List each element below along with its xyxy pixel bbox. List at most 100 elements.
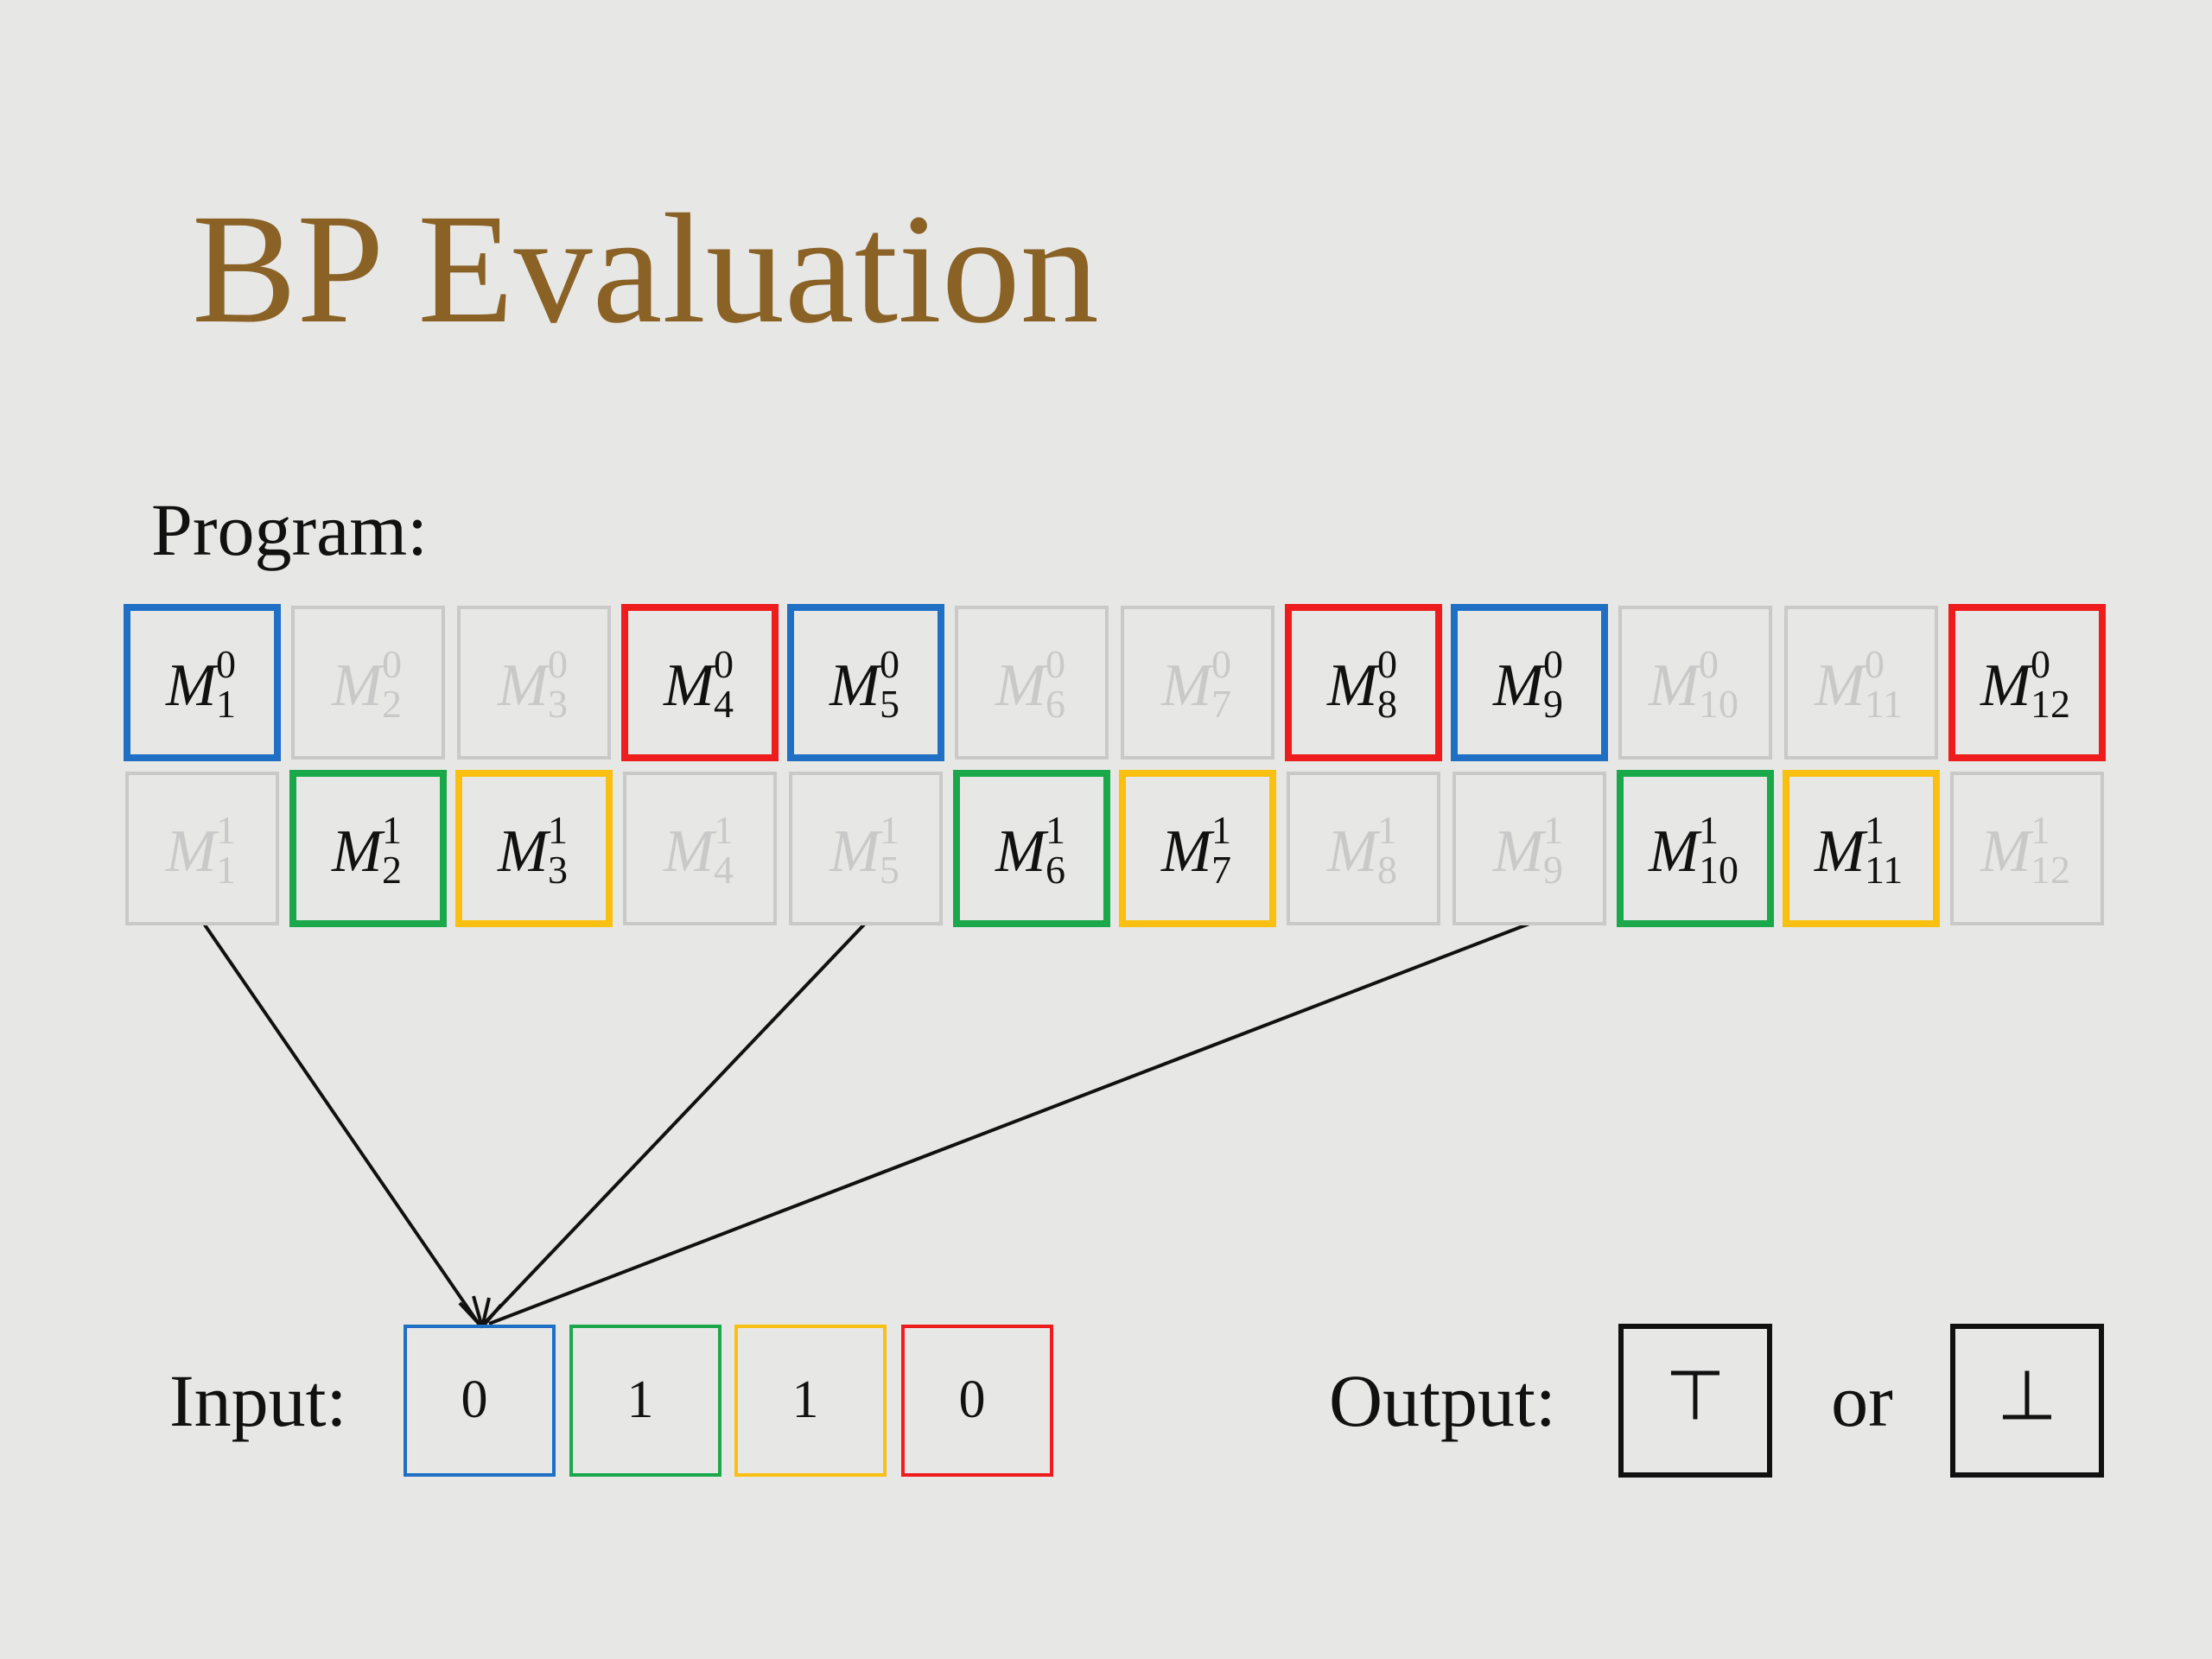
matrix-subscript: 3: [548, 682, 568, 726]
matrix-superscript: 1: [1699, 808, 1719, 852]
matrix-symbol: M: [1326, 818, 1381, 885]
matrix-subscript: 2: [382, 848, 402, 892]
matrix-superscript: 1: [216, 808, 236, 852]
input-bit: 0: [959, 1370, 986, 1429]
matrix-subscript: 1: [216, 682, 236, 726]
matrix-subscript: 4: [714, 848, 734, 892]
matrix-cell: [1451, 604, 1608, 761]
matrix-cell: [1618, 606, 1772, 760]
true-symbol: ⊤: [1665, 1358, 1726, 1434]
matrix-cell: [1452, 772, 1606, 925]
matrix-subscript: 1: [216, 848, 236, 892]
matrix-cell: [789, 772, 943, 925]
matrix-symbol: M: [829, 818, 883, 885]
matrix-subscript: 7: [1211, 848, 1231, 892]
matrix-cell: [1121, 606, 1274, 760]
matrix-subscript: 12: [2031, 848, 2070, 892]
matrix-subscript: 9: [1543, 848, 1563, 892]
arrow: [488, 922, 1530, 1325]
matrix-superscript: 0: [1211, 642, 1231, 686]
matrix-subscript: 4: [714, 682, 734, 726]
input-bit: 0: [461, 1370, 488, 1429]
matrix-subscript: 11: [1865, 682, 1903, 726]
matrix-cell: [1950, 772, 2104, 925]
matrix-symbol: M: [1648, 652, 1702, 719]
matrix-superscript: 1: [880, 808, 899, 852]
matrix-superscript: 1: [1543, 808, 1563, 852]
matrix-cell: [124, 604, 281, 761]
matrix-symbol: M: [995, 818, 1049, 885]
slide-title: BP Evaluation: [192, 182, 1099, 356]
matrix-symbol: M: [1160, 652, 1215, 719]
matrix-symbol: M: [497, 652, 551, 719]
matrix-symbol: M: [331, 818, 385, 885]
matrix-cell: [125, 772, 279, 925]
matrix-cell: [291, 606, 445, 760]
matrix-superscript: 0: [382, 642, 402, 686]
separator: or: [1831, 1359, 1893, 1442]
matrix-superscript: 0: [714, 642, 734, 686]
matrix-superscript: 1: [1046, 808, 1065, 852]
matrix-cell: [1948, 604, 2106, 761]
matrix-cell: [1783, 770, 1940, 927]
matrix-symbol: M: [829, 652, 883, 719]
matrix-cell: [1784, 606, 1938, 760]
matrix-cell: [455, 770, 613, 927]
matrix-subscript: 10: [1699, 848, 1738, 892]
arrow: [482, 922, 867, 1325]
matrix-symbol: M: [1492, 818, 1547, 885]
matrix-superscript: 0: [1046, 642, 1065, 686]
matrix-symbol: M: [1160, 818, 1215, 885]
input-label: Input:: [169, 1359, 346, 1442]
matrix-superscript: 0: [548, 642, 568, 686]
matrix-superscript: 1: [1377, 808, 1397, 852]
matrix-cell: [1119, 770, 1276, 927]
matrix-cell: [623, 772, 777, 925]
output-box: [1618, 1324, 1772, 1478]
matrix-cell: [787, 604, 944, 761]
matrix-subscript: 12: [2031, 682, 2070, 726]
matrix-symbol: M: [1648, 818, 1702, 885]
matrix-subscript: 2: [382, 682, 402, 726]
matrix-subscript: 8: [1377, 848, 1397, 892]
matrix-cell: [953, 770, 1110, 927]
output-label: Output:: [1329, 1359, 1556, 1442]
matrix-superscript: 1: [1865, 808, 1885, 852]
matrix-symbol: M: [1492, 652, 1547, 719]
matrix-symbol: M: [1326, 652, 1381, 719]
matrix-superscript: 0: [2031, 642, 2050, 686]
input-box: [901, 1325, 1053, 1477]
matrix-superscript: 0: [1699, 642, 1719, 686]
matrix-subscript: 9: [1543, 682, 1563, 726]
false-symbol: ⊥: [1997, 1358, 2057, 1434]
matrix-superscript: 1: [382, 808, 402, 852]
input-box: [404, 1325, 556, 1477]
matrix-superscript: 1: [1211, 808, 1231, 852]
matrix-cell: [1287, 772, 1440, 925]
output-box: [1950, 1324, 2104, 1478]
matrix-superscript: 0: [1377, 642, 1397, 686]
arrow: [202, 922, 480, 1325]
matrix-cell: [1617, 770, 1774, 927]
input-box: [734, 1325, 887, 1477]
matrix-subscript: 5: [880, 682, 899, 726]
input-bit: 1: [792, 1370, 819, 1429]
matrix-subscript: 10: [1699, 682, 1738, 726]
matrix-superscript: 0: [880, 642, 899, 686]
matrix-symbol: M: [663, 652, 717, 719]
matrix-subscript: 3: [548, 848, 568, 892]
matrix-superscript: 0: [216, 642, 236, 686]
matrix-symbol: M: [663, 818, 717, 885]
matrix-symbol: M: [1980, 652, 2034, 719]
matrix-symbol: M: [1814, 652, 1868, 719]
arrows: [202, 922, 1530, 1329]
matrix-superscript: 1: [714, 808, 734, 852]
matrix-cell: [457, 606, 611, 760]
program-label: Program:: [151, 488, 428, 571]
input-box: [569, 1325, 721, 1477]
matrix-cell: [289, 770, 447, 927]
matrix-cell: [955, 606, 1109, 760]
matrix-subscript: 8: [1377, 682, 1397, 726]
matrix-symbol: M: [165, 652, 219, 719]
